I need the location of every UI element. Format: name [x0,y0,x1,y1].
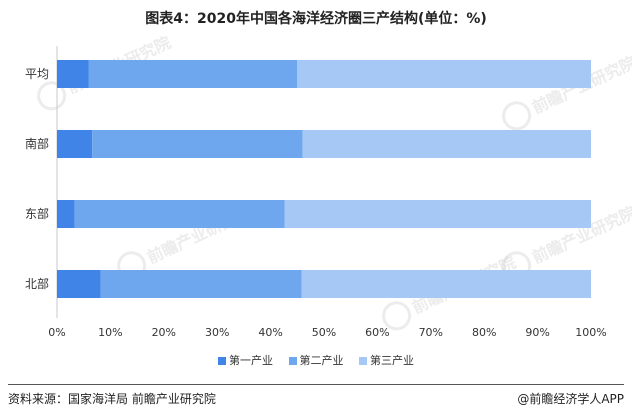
legend-item-second: 第二产业 [288,352,344,368]
footer-divider [8,384,624,385]
category-label-0: 平均 [25,67,49,81]
footer-source: 资料来源：国家海洋局 前瞻产业研究院 [8,392,216,406]
legend-item-third: 第三产业 [359,352,414,368]
x-tick-label-2: 20% [152,326,176,339]
x-tick-label-8: 80% [472,326,496,339]
x-tick-label-1: 10% [98,326,122,339]
bar-segment-second-2 [74,200,285,228]
chart-legend: 第一产业 第二产业 第三产业 [0,352,632,368]
legend-swatch-second [288,357,297,365]
legend-swatch-third [359,357,367,365]
x-tick-label-6: 60% [365,326,389,339]
footer-brand: @前瞻经济学人APP [517,392,624,406]
bar-segment-first-3 [57,270,101,298]
legend-label-second: 第二产业 [299,354,344,367]
category-label-1: 南部 [25,136,49,151]
x-tick-label-0: 0% [48,326,65,339]
bar-segment-third-0 [297,60,591,88]
x-tick-label-9: 90% [525,326,549,339]
legend-label-third: 第三产业 [370,354,414,367]
category-label-2: 东部 [25,206,49,221]
bar-segment-first-0 [57,60,89,88]
x-tick-label-3: 30% [205,326,229,339]
bar-segment-second-3 [100,270,302,298]
chart-title: 图表4：2020年中国各海洋经济圈三产结构(单位：%) [145,11,487,27]
bar-segment-second-1 [92,130,303,158]
bar-segment-first-2 [57,200,75,228]
x-tick-label-5: 50% [312,326,336,339]
category-label-3: 北部 [25,276,49,291]
bar-segment-second-0 [88,60,298,88]
bar-segment-third-2 [284,200,591,228]
legend-label-first: 第一产业 [229,354,273,367]
x-tick-label-10: 100% [575,326,606,339]
bar-segment-third-3 [301,270,591,298]
x-tick-label-4: 40% [258,326,282,339]
legend-swatch-first [218,357,226,365]
bar-segment-first-1 [57,130,93,158]
x-tick-label-7: 70% [419,326,443,339]
legend-item-first: 第一产业 [218,352,273,368]
bar-segment-third-1 [302,130,591,158]
